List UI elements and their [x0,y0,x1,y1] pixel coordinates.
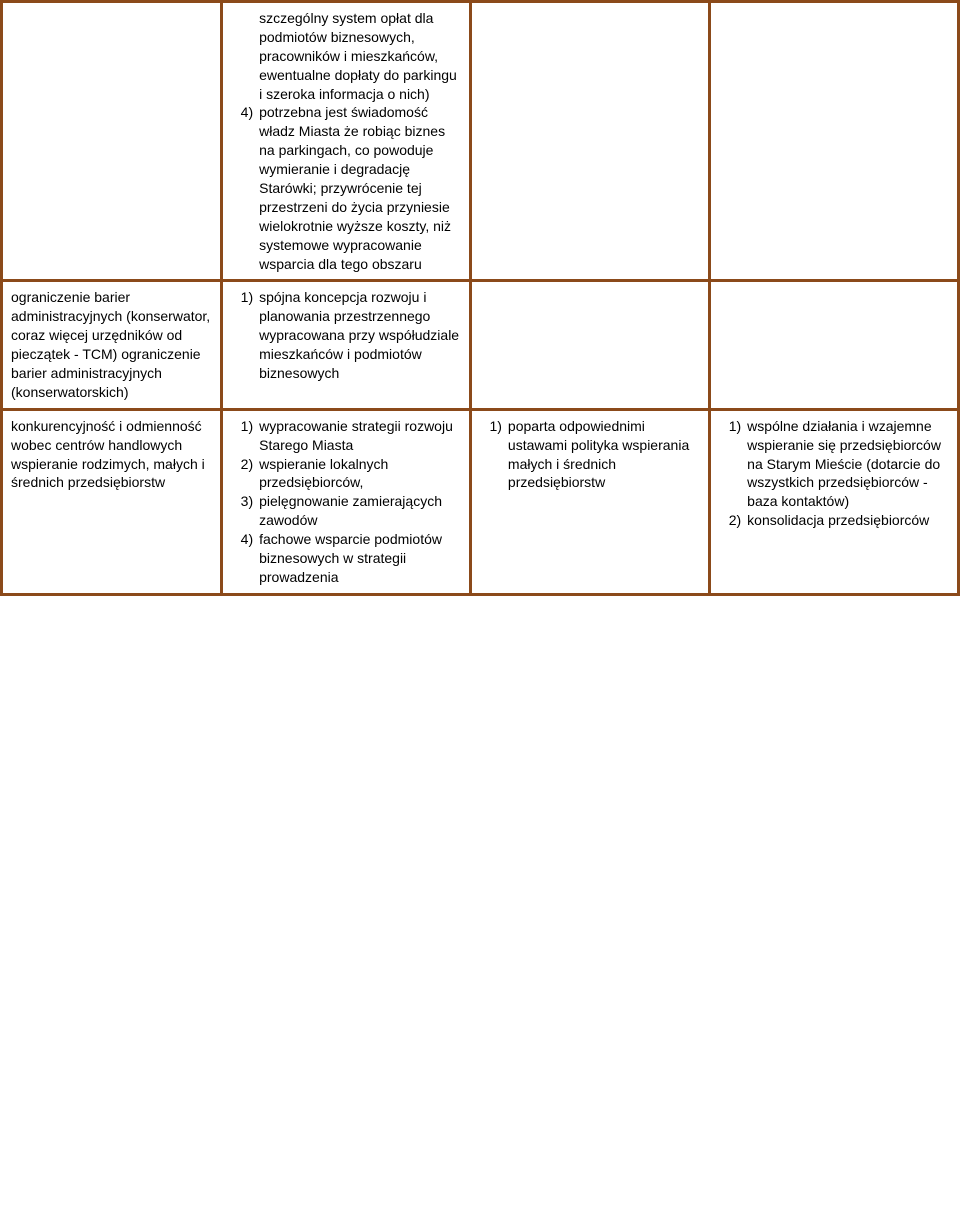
table-cell: konkurencyjność i odmienność wobec centr… [2,409,222,594]
table-row: konkurencyjność i odmienność wobec centr… [2,409,959,594]
table-cell: ograniczenie barier administracyjnych (k… [2,281,222,409]
list-item: 1)spójna koncepcja rozwoju i planowania … [231,288,461,382]
list-text: fachowe wsparcie podmiotów biznesowych w… [259,530,461,587]
list-text: spójna koncepcja rozwoju i planowania pr… [259,288,461,382]
list-item: 2)konsolidacja przedsiębiorców [719,511,949,530]
table-cell: 1)wspólne działania i wzajemne wspierani… [710,409,959,594]
cell-text: ograniczenie barier administracyjnych (k… [11,288,212,401]
table-cell [470,2,709,281]
table-row: ograniczenie barier administracyjnych (k… [2,281,959,409]
list-number: 1) [719,417,747,436]
table-cell [710,281,959,409]
list-text: poparta odpowiednimi ustawami polityka w… [508,417,700,493]
table-cell [710,2,959,281]
list-text: konsolidacja przedsiębiorców [747,511,949,530]
table-row: szczególny system opłat dla podmiotów bi… [2,2,959,281]
list-number: 2) [231,455,259,474]
cell-text: konkurencyjność i odmienność wobec centr… [11,417,212,493]
list-text: wypracowanie strategii rozwoju Starego M… [259,417,461,455]
table-cell: 1)wypracowanie strategii rozwoju Starego… [222,409,471,594]
list-number: 2) [719,511,747,530]
list-number: 1) [231,417,259,436]
list-text: szczególny system opłat dla podmiotów bi… [259,9,461,103]
table-cell: szczególny system opłat dla podmiotów bi… [222,2,471,281]
list-number: 1) [231,288,259,307]
list-item: 2)wspieranie lokalnych przedsiębiorców, [231,455,461,493]
list-text: wspieranie lokalnych przedsiębiorców, [259,455,461,493]
document-table: szczególny system opłat dla podmiotów bi… [0,0,960,596]
list-item: 4)fachowe wsparcie podmiotów biznesowych… [231,530,461,587]
list-item: 3)pielęgnowanie zamierających zawodów [231,492,461,530]
list-item: 1)wspólne działania i wzajemne wspierani… [719,417,949,511]
table-cell: 1)poparta odpowiednimi ustawami polityka… [470,409,709,594]
list-number: 4) [231,103,259,122]
list-text: wspólne działania i wzajemne wspieranie … [747,417,949,511]
list-item: 1)wypracowanie strategii rozwoju Starego… [231,417,461,455]
list-text: pielęgnowanie zamierających zawodów [259,492,461,530]
list-number: 3) [231,492,259,511]
table-cell: 1)spójna koncepcja rozwoju i planowania … [222,281,471,409]
list-item: 1)poparta odpowiednimi ustawami polityka… [480,417,700,493]
table-cell [470,281,709,409]
list-text: potrzebna jest świadomość władz Miasta ż… [259,103,461,273]
list-number: 1) [480,417,508,436]
table-cell [2,2,222,281]
list-item: 4)potrzebna jest świadomość władz Miasta… [231,103,461,273]
list-item: szczególny system opłat dla podmiotów bi… [231,9,461,103]
list-number: 4) [231,530,259,549]
